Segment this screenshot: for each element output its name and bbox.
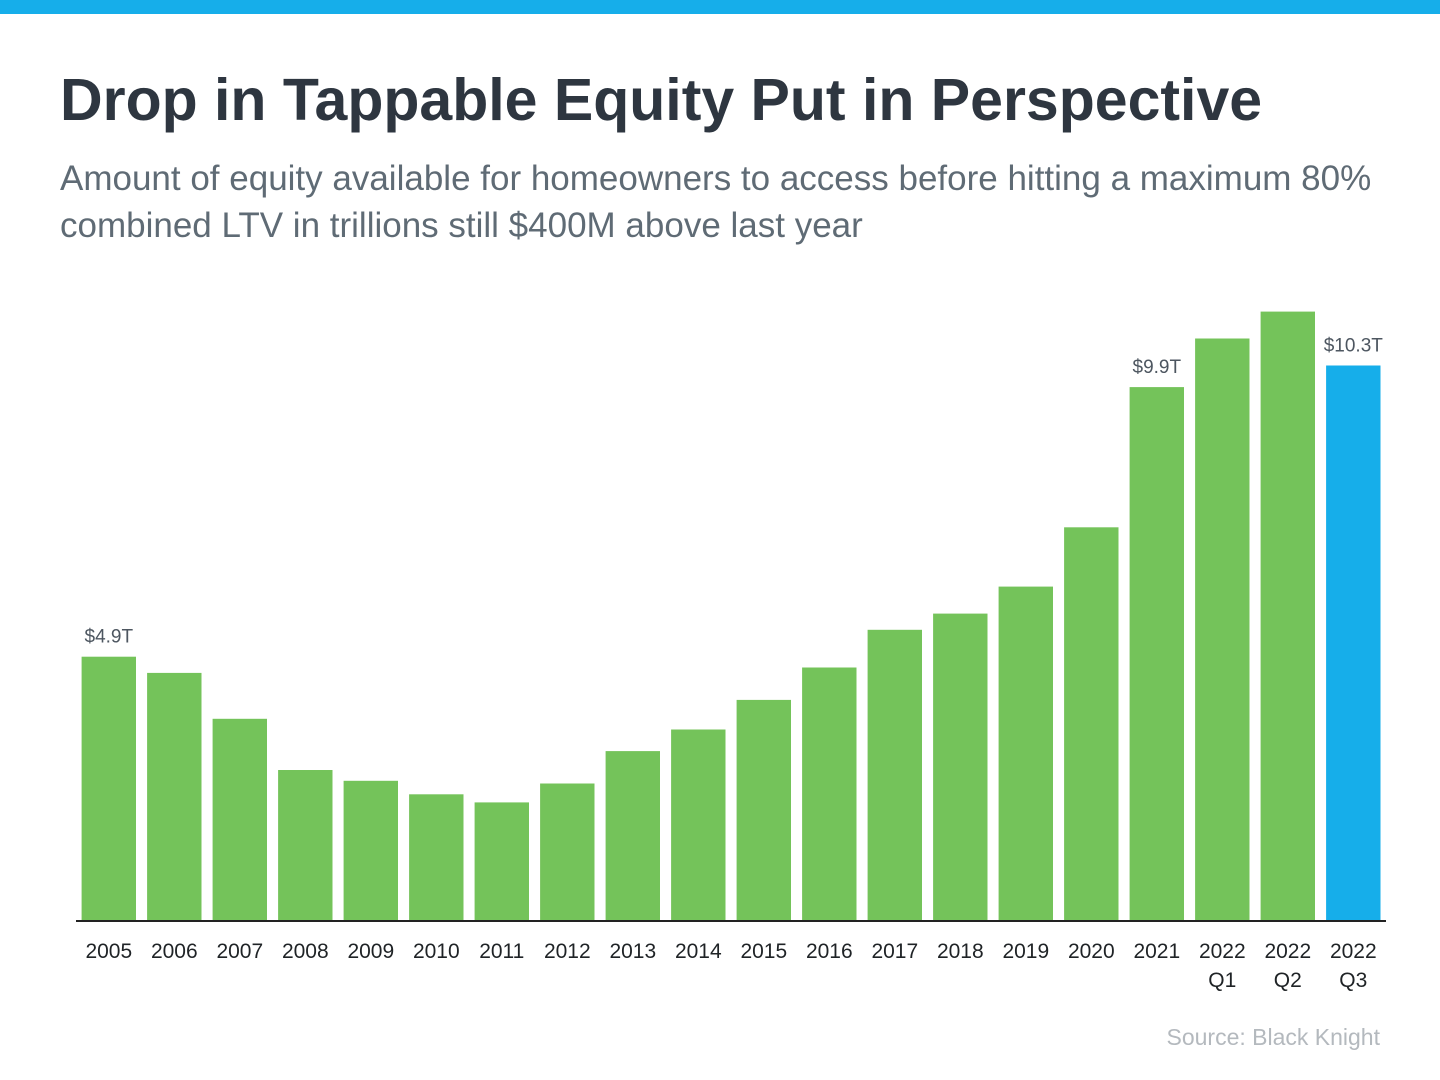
page-title: Drop in Tappable Equity Put in Perspecti… xyxy=(60,67,1263,133)
x-tick-label: 2007 xyxy=(216,940,263,963)
bar-2018 xyxy=(933,613,988,921)
bar-2017 xyxy=(867,629,922,921)
x-tick-label: 2012 xyxy=(544,940,591,963)
x-tick-label: 2018 xyxy=(937,940,984,963)
x-tick-label: 2017 xyxy=(871,940,918,963)
bar-2008 xyxy=(278,770,333,921)
bar-2006 xyxy=(147,672,202,921)
x-tick-label: Q3 xyxy=(1339,969,1367,992)
x-tick-label: 2013 xyxy=(609,940,656,963)
x-tick-label: 2020 xyxy=(1068,940,1115,963)
bar-2022-q3 xyxy=(1326,365,1381,921)
bar-2009 xyxy=(343,780,398,921)
bar-2022-q1 xyxy=(1195,338,1250,921)
x-tick-label: 2021 xyxy=(1133,940,1180,963)
bar-2016 xyxy=(802,667,857,921)
data-label: $4.9T xyxy=(85,627,134,648)
x-tick-label: 2009 xyxy=(347,940,394,963)
bar-2010 xyxy=(409,794,464,921)
bar-2021 xyxy=(1129,387,1184,922)
bar-2007 xyxy=(212,718,267,921)
x-tick-label: 2019 xyxy=(1002,940,1049,963)
bar-2014 xyxy=(671,729,726,921)
bar-2011 xyxy=(474,802,529,921)
top-accent-bar xyxy=(0,0,1440,14)
page-subtitle: Amount of equity available for homeowner… xyxy=(60,159,1372,245)
bar-2019 xyxy=(998,586,1053,921)
x-tick-label: 2015 xyxy=(740,940,787,963)
data-label: $9.9T xyxy=(1133,357,1182,378)
x-tick-label: 2022 xyxy=(1199,940,1246,963)
bar-2022-q2 xyxy=(1260,311,1315,922)
x-tick-label: 2005 xyxy=(85,940,132,963)
x-tick-label: Q1 xyxy=(1208,969,1236,992)
bar-2020 xyxy=(1064,527,1119,921)
source-note: Source: Black Knight xyxy=(1166,1024,1380,1050)
x-tick-label: 2014 xyxy=(675,940,722,963)
x-tick-label: 2010 xyxy=(413,940,460,963)
x-tick-label: 2008 xyxy=(282,940,329,963)
data-label: $10.3T xyxy=(1324,336,1384,357)
x-tick-label: 2006 xyxy=(151,940,198,963)
bar-2013 xyxy=(605,751,660,921)
x-tick-label: Q2 xyxy=(1274,969,1302,992)
bar-2005 xyxy=(81,656,136,921)
x-tick-label: 2016 xyxy=(806,940,853,963)
x-tick-label: 2022 xyxy=(1264,940,1311,963)
x-tick-label: 2022 xyxy=(1330,940,1377,963)
bar-2012 xyxy=(540,783,595,921)
x-tick-label: 2011 xyxy=(479,940,524,963)
bar-2015 xyxy=(736,699,791,921)
